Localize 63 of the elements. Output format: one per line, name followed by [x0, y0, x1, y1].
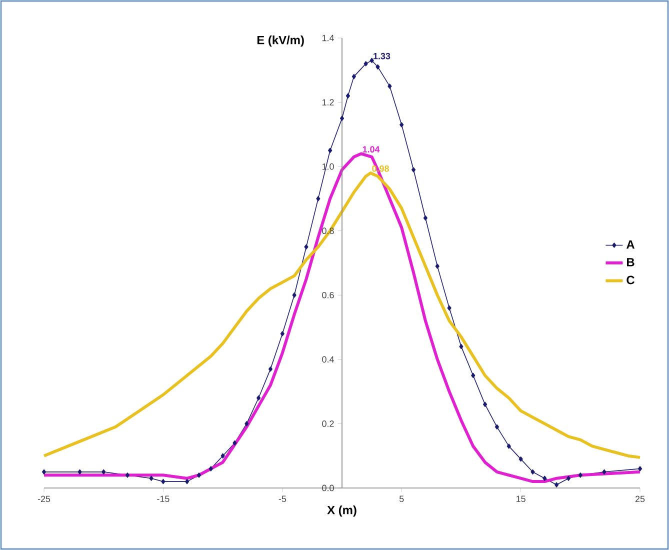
y-tick-label: 0.6: [322, 292, 334, 298]
point: [256, 395, 261, 401]
point: [340, 116, 344, 121]
point: [554, 482, 559, 488]
x-axis-title: X (m): [327, 506, 356, 517]
point: [370, 58, 374, 64]
point: [518, 456, 523, 462]
point: [423, 215, 428, 221]
point: [208, 466, 213, 472]
point: [447, 305, 452, 311]
point: [125, 472, 130, 478]
point: [185, 478, 190, 484]
x-tick-label: 5: [399, 496, 404, 502]
point: [244, 421, 249, 426]
point: [471, 372, 476, 378]
point: [506, 444, 511, 449]
point: [376, 64, 380, 70]
y-tick-label: 0.0: [322, 484, 334, 492]
point: [161, 478, 166, 484]
y-tick-label: 1.4: [322, 34, 334, 42]
point: [102, 469, 106, 475]
point: [483, 402, 488, 408]
point: [388, 84, 392, 89]
y-tick-label: 0.4: [322, 356, 334, 363]
y-tick-label: 1.2: [322, 99, 334, 106]
point: [542, 476, 547, 481]
annotation: 1.33: [374, 52, 390, 60]
point: [42, 469, 46, 475]
point: [459, 344, 464, 350]
x-tick-label: 25: [635, 496, 645, 502]
y-tick-label: 0.2: [322, 420, 334, 427]
annotation: 1.04: [362, 146, 380, 153]
point: [78, 469, 82, 475]
point: [268, 366, 273, 372]
point: [149, 476, 154, 481]
point: [400, 122, 404, 128]
point: [566, 476, 571, 481]
point: [578, 472, 582, 478]
point: [280, 331, 284, 336]
legend-label: A: [626, 240, 635, 249]
point: [602, 469, 606, 475]
x-tick-label: 15: [516, 496, 526, 502]
point: [292, 292, 296, 298]
legend-label: C: [626, 276, 635, 284]
x-tick-label: -25: [38, 496, 50, 502]
point: [411, 167, 416, 172]
y-axis-title: E (kV/m): [257, 36, 304, 47]
point: [364, 61, 368, 66]
point: [220, 453, 225, 458]
point: [638, 466, 642, 472]
point: [530, 469, 535, 475]
x-tick-label: -15: [157, 496, 170, 502]
point: [196, 472, 202, 478]
point: [346, 93, 350, 98]
legend-label: B: [626, 258, 634, 266]
point: [316, 196, 320, 202]
point: [304, 244, 308, 250]
point: [232, 440, 237, 446]
point: [328, 148, 332, 154]
point: [352, 74, 356, 80]
point: [494, 424, 500, 430]
x-tick-label: -5: [278, 496, 286, 502]
point: [435, 264, 440, 269]
